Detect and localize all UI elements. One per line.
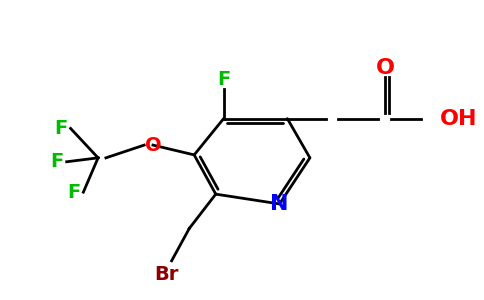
Text: O: O <box>145 136 161 154</box>
Text: F: F <box>50 152 63 171</box>
Text: F: F <box>217 70 230 89</box>
Text: F: F <box>67 183 80 202</box>
Text: F: F <box>54 119 67 138</box>
Text: O: O <box>376 58 395 78</box>
Text: Br: Br <box>154 265 179 284</box>
Text: OH: OH <box>440 109 478 129</box>
Text: N: N <box>270 194 289 214</box>
